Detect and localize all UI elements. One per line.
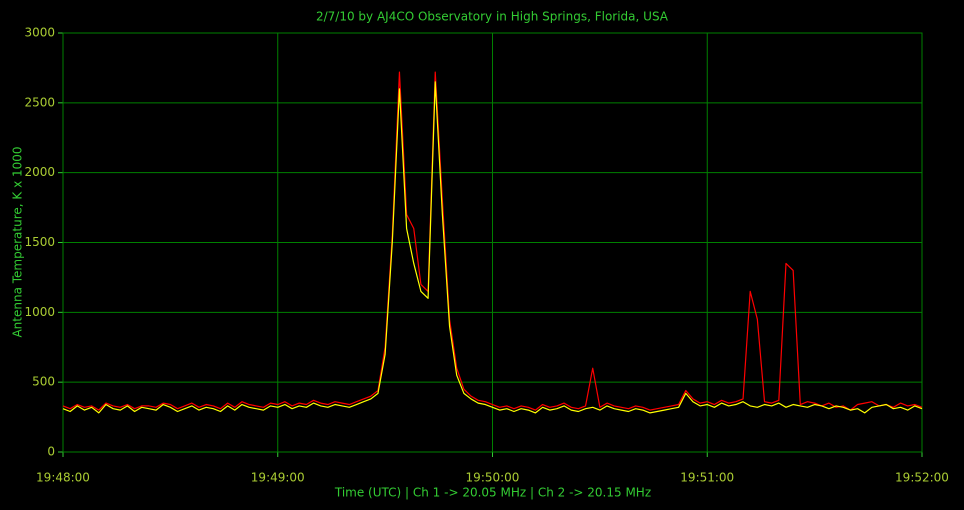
y-axis-label: Antenna Temperature, K x 1000 bbox=[11, 146, 25, 337]
y-tick-label: 2000 bbox=[24, 165, 55, 179]
plot-frame bbox=[62, 32, 923, 453]
y-tick-label: 1000 bbox=[24, 305, 55, 319]
series-line bbox=[62, 81, 923, 414]
x-tick-label: 19:49:00 bbox=[251, 471, 305, 485]
x-tick-label: 19:51:00 bbox=[680, 471, 734, 485]
y-tick-label: 3000 bbox=[24, 26, 55, 40]
y-tick-label: 1500 bbox=[24, 235, 55, 249]
series-line bbox=[62, 71, 923, 411]
y-tick-label: 2500 bbox=[24, 95, 55, 109]
y-tick-label: 500 bbox=[32, 375, 55, 389]
x-tick-label: 19:48:00 bbox=[36, 471, 90, 485]
chart-title: 2/7/10 by AJ4CO Observatory in High Spri… bbox=[316, 10, 669, 24]
x-axis-label: Time (UTC) | Ch 1 -> 20.05 MHz | Ch 2 ->… bbox=[334, 486, 651, 500]
y-tick-label: 0 bbox=[47, 445, 55, 459]
x-tick-label: 19:50:00 bbox=[466, 471, 520, 485]
x-tick-label: 19:52:00 bbox=[895, 471, 949, 485]
